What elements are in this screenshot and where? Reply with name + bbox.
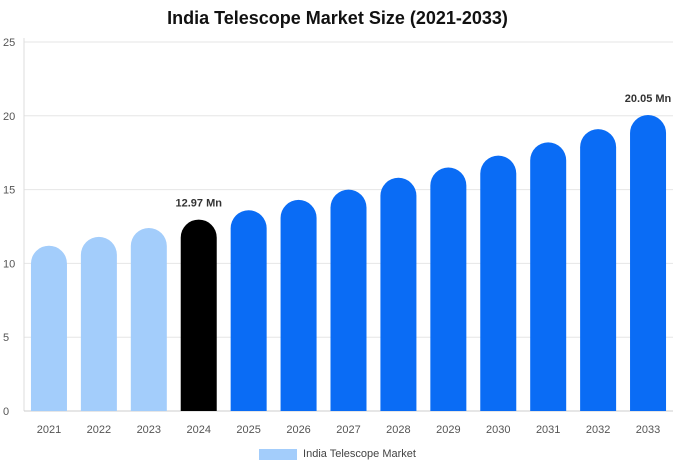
x-tick-label: 2023: [137, 424, 161, 436]
data-label-2024: 12.97 Mn: [175, 198, 222, 210]
data-label-2033: 20.05 Mn: [625, 93, 672, 105]
bar-2024: [180, 219, 217, 411]
y-tick-label: 20: [3, 111, 15, 123]
bar-2032: [580, 129, 617, 412]
bar-2033: [630, 115, 667, 411]
y-tick-label: 25: [3, 37, 15, 49]
chart-title: India Telescope Market Size (2021-2033): [167, 8, 508, 28]
bar-2028: [380, 177, 417, 411]
x-tick-label: 2033: [636, 424, 660, 436]
x-tick-label: 2022: [87, 424, 111, 436]
bar-2029: [430, 167, 467, 411]
y-tick-label: 10: [3, 258, 15, 270]
bar-2023: [130, 227, 167, 411]
x-tick-label: 2029: [436, 424, 460, 436]
x-tick-label: 2024: [186, 424, 210, 436]
legend: India Telescope Market: [0, 446, 675, 462]
x-tick-label: 2032: [586, 424, 610, 436]
bar-2030: [480, 155, 517, 411]
bar-2025: [230, 210, 267, 411]
x-tick-label: 2021: [37, 424, 61, 436]
y-tick-label: 5: [3, 332, 9, 344]
bar-2031: [530, 142, 567, 412]
y-tick-label: 15: [3, 185, 15, 197]
bar-2026: [280, 199, 317, 411]
x-tick-label: 2025: [236, 424, 260, 436]
legend-label: India Telescope Market: [303, 448, 416, 460]
x-tick-label: 2027: [336, 424, 360, 436]
bar-2022: [80, 236, 117, 411]
x-tick-label: 2031: [536, 424, 560, 436]
bar-2021: [30, 245, 67, 411]
x-tick-label: 2030: [486, 424, 510, 436]
legend-swatch: [259, 448, 298, 460]
x-tick-label: 2026: [286, 424, 310, 436]
x-tick-label: 2028: [386, 424, 410, 436]
bar-2027: [330, 189, 367, 411]
y-tick-label: 0: [3, 406, 9, 418]
